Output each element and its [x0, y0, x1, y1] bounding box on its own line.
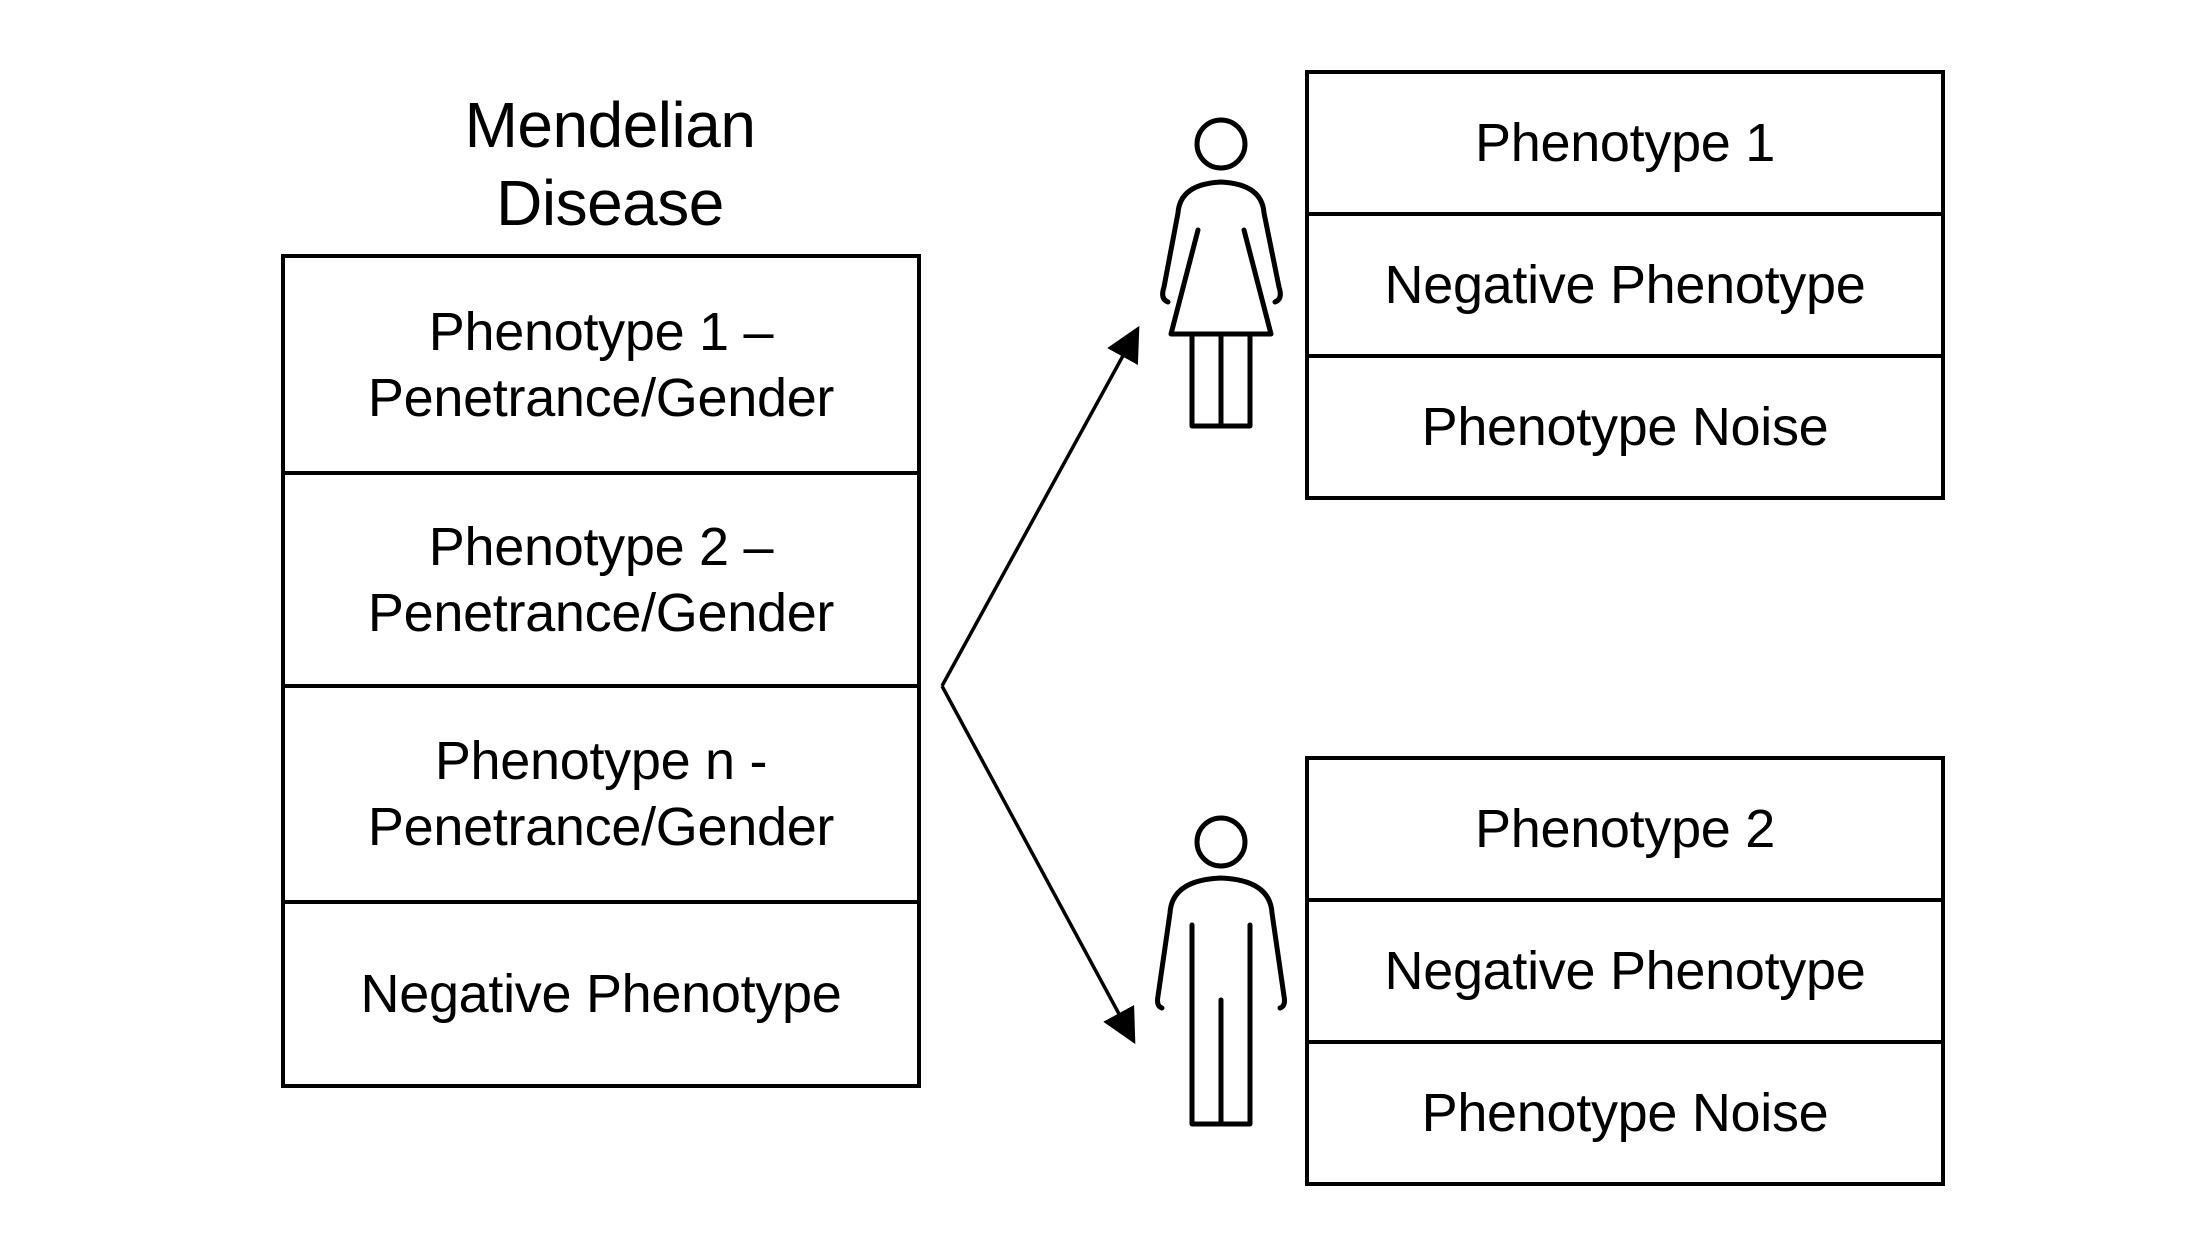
male-row-phenotype-noise: Phenotype Noise	[1309, 1040, 1941, 1182]
disease-row-line1: Negative Phenotype	[360, 964, 842, 1024]
male-patient-phenotype-stack: Phenotype 2 Negative Phenotype Phenotype…	[1305, 756, 1945, 1186]
female-row-phenotype-noise: Phenotype Noise	[1309, 354, 1941, 496]
male-row-negative-phenotype: Negative Phenotype	[1309, 898, 1941, 1040]
female-figure-icon	[1160, 117, 1283, 429]
female-row-phenotype: Phenotype 1	[1475, 113, 1775, 173]
female-row-negative-phenotype: Negative Phenotype	[1309, 212, 1941, 354]
arrow-to-female	[940, 325, 1140, 687]
disease-row-phenotype-n: Phenotype n - Penetrance/Gender	[285, 684, 917, 900]
disease-title: Mendelian Disease	[330, 86, 890, 242]
disease-phenotype-stack: Phenotype 1 – Penetrance/Gender Phenotyp…	[281, 254, 921, 1088]
male-figure-icon	[1155, 815, 1287, 1127]
disease-row-line2: Penetrance/Gender	[367, 582, 835, 643]
disease-row-negative-phenotype: Negative Phenotype	[285, 900, 917, 1084]
branch-arrows	[940, 325, 1140, 1045]
disease-title-line2: Disease	[496, 167, 724, 239]
male-row-phenotype: Phenotype 2	[1475, 799, 1775, 859]
disease-row-line1: Phenotype 1 –	[428, 301, 774, 362]
disease-title-line1: Mendelian	[464, 89, 756, 161]
disease-row-line2: Penetrance/Gender	[367, 797, 835, 857]
disease-row-line1: Phenotype 2 –	[428, 516, 774, 577]
disease-row-line1: Phenotype n -	[434, 731, 768, 791]
female-patient-phenotype-stack: Phenotype 1 Negative Phenotype Phenotype…	[1305, 70, 1945, 500]
arrow-to-male	[940, 685, 1136, 1045]
disease-row-line2: Penetrance/Gender	[367, 367, 835, 428]
disease-row-phenotype-1: Phenotype 1 – Penetrance/Gender	[285, 258, 917, 471]
disease-row-phenotype-2: Phenotype 2 – Penetrance/Gender	[285, 471, 917, 684]
